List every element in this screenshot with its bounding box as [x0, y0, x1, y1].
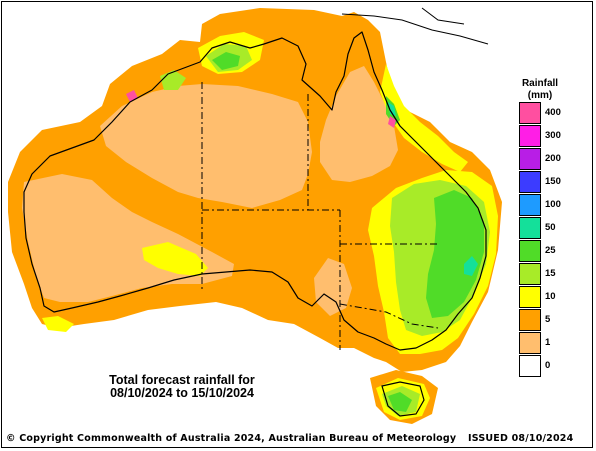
legend-title: Rainfall [521, 78, 559, 89]
rain-zone-tas-25mm [388, 392, 412, 412]
legend-swatch-400 [519, 102, 541, 124]
legend-swatch-1 [519, 332, 541, 354]
rain-zone-10mm-southwest [42, 316, 74, 332]
legend-unit: (mm) [527, 90, 553, 101]
state-borders [201, 82, 440, 350]
rain-zone-50mm-capeyork [388, 102, 396, 116]
legend-swatch-25 [519, 240, 541, 262]
legend-swatch-150 [519, 171, 541, 193]
coastline-tasmania [381, 381, 425, 417]
rain-zone-1mm-northeast [320, 66, 398, 182]
legend-label-50: 50 [545, 222, 556, 233]
rain-zone-10mm-ne-coast [380, 64, 468, 172]
legend-label-100: 100 [545, 199, 561, 210]
legend-label-10: 10 [545, 291, 556, 302]
legend-label-150: 150 [545, 176, 561, 187]
rain-zone-25mm-east [426, 190, 484, 318]
coastline-png [341, 7, 489, 45]
rain-zone-10mm-inland-sa [142, 242, 208, 276]
map-caption-line1: Total forecast rainfall for [109, 373, 255, 387]
legend-label-400: 400 [545, 107, 561, 118]
legend-label-1: 1 [545, 337, 551, 348]
rain-zone-1mm-southcentral [314, 258, 352, 316]
legend-swatch-0 [519, 355, 541, 377]
legend-label-200: 200 [545, 153, 561, 164]
copyright-text: © Copyright Commonwealth of Australia 20… [6, 433, 457, 444]
issued-date: ISSUED 08/10/2024 [468, 433, 574, 444]
legend-swatch-5 [519, 309, 541, 331]
legend-label-5: 5 [545, 314, 551, 325]
legend-label-300: 300 [545, 130, 561, 141]
rain-zone-1mm-central [100, 84, 312, 208]
rain-zone-400mm-ne [388, 116, 396, 128]
legend-swatch-10 [519, 286, 541, 308]
legend-swatch-15 [519, 263, 541, 285]
legend-swatch-300 [519, 125, 541, 147]
map-caption-line2: 08/10/2024 to 15/10/2024 [110, 386, 254, 400]
legend-swatch-50 [519, 217, 541, 239]
rain-zone-50mm-east [464, 256, 478, 276]
legend-swatch-200 [519, 148, 541, 170]
rainfall-map [8, 7, 502, 424]
legend-label-0: 0 [545, 360, 551, 371]
coastline-mainland [23, 31, 487, 351]
legend-label-25: 25 [545, 245, 556, 256]
legend-swatch-100 [519, 194, 541, 216]
legend-label-15: 15 [545, 268, 556, 279]
rain-zone-25mm-north [212, 52, 240, 70]
